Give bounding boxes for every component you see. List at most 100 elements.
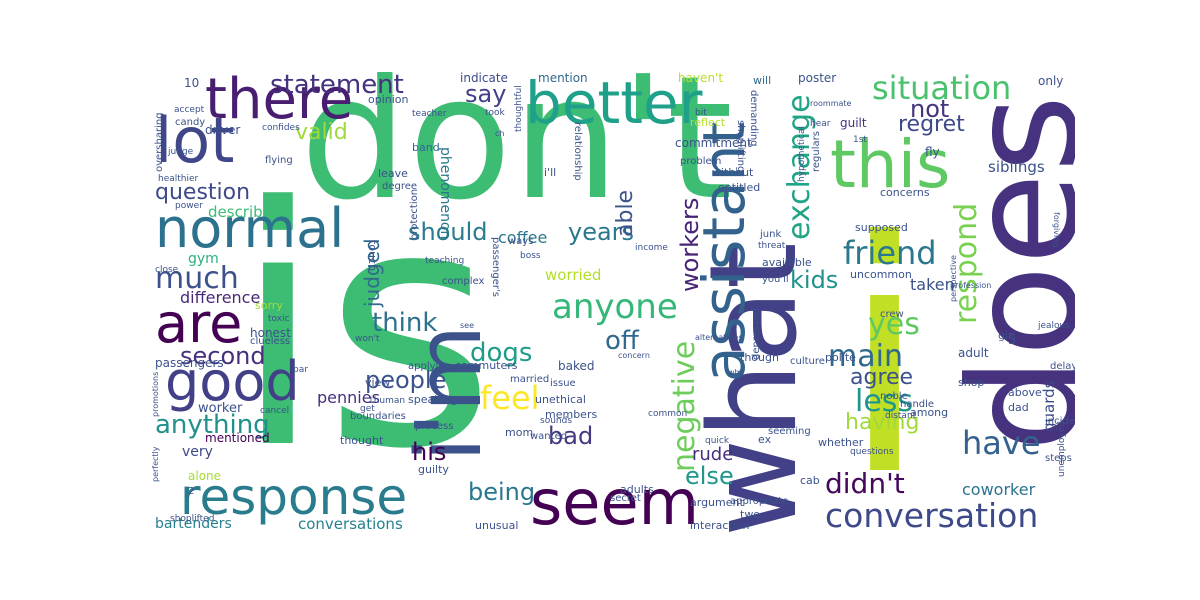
word-indicate: indicate — [460, 72, 508, 85]
word-adult: adult — [958, 346, 989, 360]
word-available: available — [762, 256, 812, 269]
word-only: only — [1038, 74, 1064, 88]
word-flying: flying — [265, 155, 293, 166]
word-why: why — [728, 368, 745, 377]
word-siblings: siblings — [988, 158, 1045, 176]
word-dad: dad — [1008, 401, 1029, 414]
word-didnt: didn't — [825, 467, 905, 500]
word-people: people — [365, 366, 447, 394]
word-passengers-poss: passenger's — [490, 237, 501, 297]
word-anything: anything — [155, 410, 270, 440]
word-relationship: relationship — [572, 122, 583, 181]
word-among: among — [910, 406, 949, 419]
word-delays: delays — [1050, 361, 1075, 372]
word-close: close — [155, 265, 179, 275]
word-there: there — [205, 72, 354, 132]
word-questions: questions — [850, 447, 894, 457]
word-uncommon: uncommon — [850, 268, 912, 281]
word-distant: distant — [885, 411, 917, 421]
word-profession: profession — [950, 281, 992, 290]
word-youll: you'll — [762, 274, 789, 285]
word-issue: issue — [550, 378, 576, 389]
word-polite: polite — [825, 351, 856, 364]
word-hear: hear — [810, 119, 831, 129]
word-valid: valid — [295, 120, 348, 145]
word-baked: baked — [558, 359, 595, 373]
word-bad: bad — [548, 422, 594, 450]
word-concern: concern — [618, 351, 650, 360]
word-thoughtful: thoughtful — [514, 85, 524, 132]
word-years: years — [568, 218, 635, 246]
word-passengers: passengers — [155, 356, 224, 370]
word-2: 2 — [188, 486, 195, 497]
word-able: able — [613, 189, 638, 237]
word-seem: seem — [530, 466, 699, 535]
word-alone: alone — [188, 469, 222, 483]
word-coworker: coworker — [962, 480, 1036, 499]
word-being: being — [468, 478, 536, 506]
word-process: process — [415, 421, 454, 432]
word-culture: culture — [790, 356, 825, 367]
word-poster: poster — [798, 72, 837, 85]
word-candy: candy — [175, 117, 206, 128]
word-situation: situation — [872, 72, 1012, 107]
word-thought: thought — [340, 434, 384, 447]
word-phenomenon: phenomenon — [437, 147, 453, 240]
word-unethical: unethical — [535, 393, 586, 406]
word-better: better — [525, 72, 703, 137]
word-feel: feel — [480, 379, 540, 417]
word-secret: secret — [610, 493, 641, 504]
word-accept: accept — [174, 105, 205, 115]
word-degree: degree — [382, 181, 418, 192]
word-1human: 1human — [368, 396, 406, 406]
word-less: less — [855, 384, 914, 419]
word-without: without — [712, 166, 754, 179]
word-anyone: anyone — [552, 287, 678, 327]
word-crew: crew — [880, 309, 904, 320]
word-much: much — [155, 261, 239, 296]
word-concerns: concerns — [880, 186, 930, 199]
word-describe: describe — [208, 203, 272, 221]
word-coffee: coffee — [498, 228, 548, 247]
word-shoplifted: shoplifted — [170, 514, 215, 524]
word-interaction: interaction — [690, 519, 750, 532]
word-conversations: conversations — [298, 515, 403, 533]
word-pennies: pennies — [317, 388, 380, 407]
word-hypothetical: hypothetical — [797, 125, 807, 182]
word-normal: normal — [155, 197, 345, 260]
word-leave: leave — [378, 167, 408, 180]
word-this: this — [830, 126, 951, 203]
word-regulars: regulars — [811, 131, 822, 172]
word-yes: yes — [868, 307, 920, 342]
word-fly: fly — [925, 145, 940, 159]
word-roommate: roommate — [810, 99, 852, 108]
word-oversharing: oversharing — [154, 112, 165, 172]
word-honest: honest — [250, 326, 291, 340]
word-i: i — [840, 174, 929, 535]
word-complex: complex — [442, 276, 485, 287]
word-dont: don't — [300, 72, 734, 238]
word-applying: applying — [408, 361, 451, 372]
word-rude: rude — [692, 444, 734, 465]
word-band: band — [412, 141, 440, 154]
word-response: response — [180, 468, 408, 526]
word-5: 5 — [1008, 333, 1017, 348]
word-opinion: opinion — [368, 93, 409, 106]
word-kids: kids — [790, 266, 839, 294]
word-power: power — [175, 201, 203, 211]
word-statement: statement — [270, 72, 404, 100]
word-mentioned: mentioned — [205, 431, 270, 445]
word-wont: won't — [355, 334, 380, 344]
word-forgiving: forgiving — [1052, 212, 1061, 248]
word-appropriate: appropriate — [730, 496, 789, 507]
word-promotions: promotions — [151, 371, 160, 417]
word-mention: mention — [538, 72, 588, 85]
word-speaking: speaking — [408, 393, 458, 406]
word-agree: agree — [850, 365, 914, 390]
word-healthier: healthier — [158, 174, 199, 184]
word-should: should — [408, 218, 488, 246]
word-quick: quick — [705, 436, 730, 446]
word-seeming: seeming — [768, 426, 811, 437]
word-demanding: demanding — [748, 90, 759, 147]
word-unusual: unusual — [475, 519, 519, 532]
